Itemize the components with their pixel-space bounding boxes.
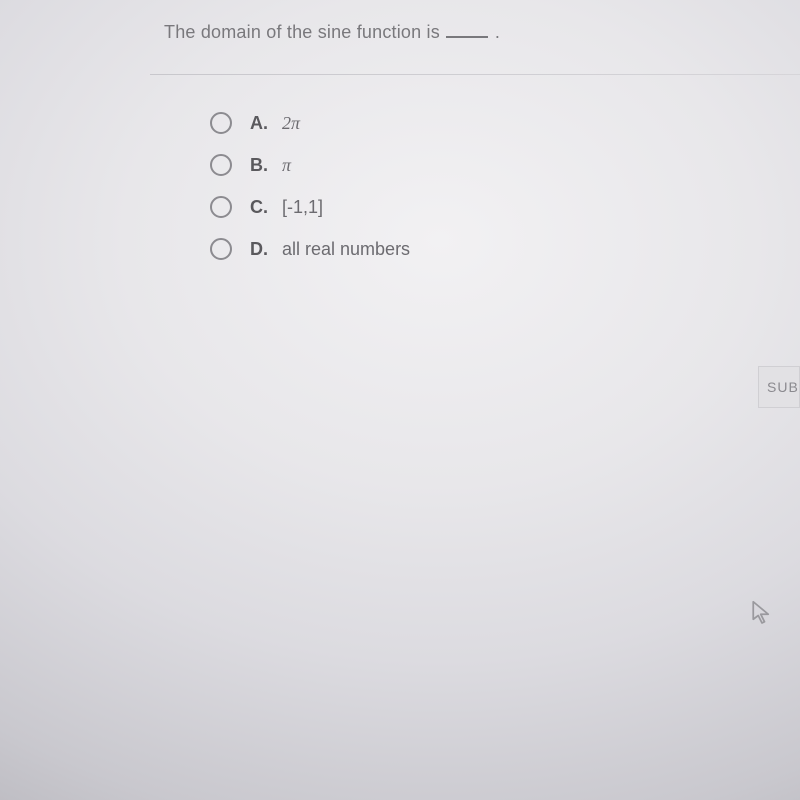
option-letter: A.	[250, 113, 272, 134]
cursor-icon	[752, 600, 772, 626]
question-text-prefix: The domain of the sine function is	[164, 22, 440, 42]
option-a[interactable]: A. 2π	[210, 112, 410, 134]
option-b[interactable]: B. π	[210, 154, 410, 176]
question-text-suffix: .	[495, 22, 500, 42]
question-container: The domain of the sine function is .	[164, 22, 780, 43]
option-text: π	[282, 155, 291, 176]
submit-label: SUBI	[767, 379, 800, 395]
option-letter: D.	[250, 239, 272, 260]
option-c[interactable]: C. [-1,1]	[210, 196, 410, 218]
options-list: A. 2π B. π C. [-1,1] D. all real numbers	[210, 112, 410, 280]
radio-icon[interactable]	[210, 196, 232, 218]
radio-icon[interactable]	[210, 238, 232, 260]
radio-icon[interactable]	[210, 112, 232, 134]
section-divider	[150, 74, 800, 75]
option-text: [-1,1]	[282, 197, 323, 218]
option-d[interactable]: D. all real numbers	[210, 238, 410, 260]
radio-icon[interactable]	[210, 154, 232, 176]
option-letter: B.	[250, 155, 272, 176]
blank-underline	[446, 24, 488, 38]
option-text: all real numbers	[282, 239, 410, 260]
option-letter: C.	[250, 197, 272, 218]
submit-button[interactable]: SUBI	[758, 366, 800, 408]
option-text: 2π	[282, 113, 300, 134]
